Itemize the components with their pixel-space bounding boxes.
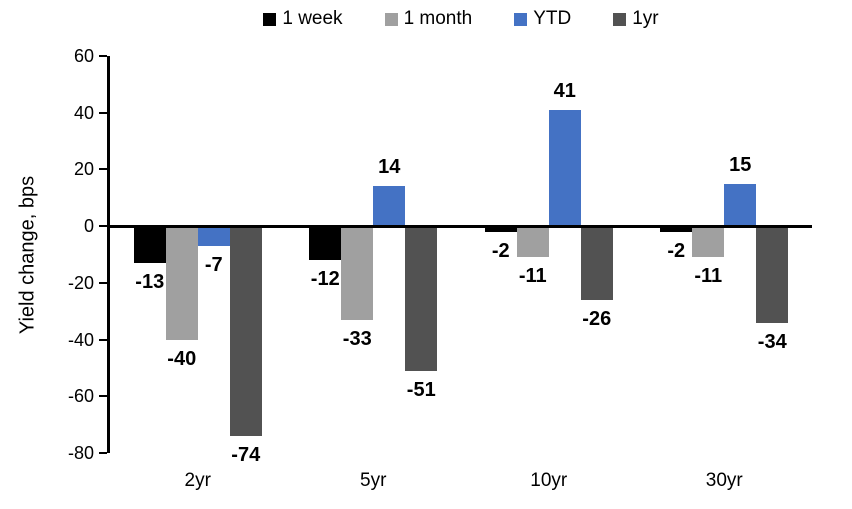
- bar-value-label: 41: [553, 79, 576, 102]
- x-axis-label-10yr: 10yr: [530, 470, 568, 491]
- y-axis-tick-label: -80: [67, 443, 94, 463]
- bar-30yr-1-week: [660, 226, 693, 232]
- y-axis-tick: [99, 111, 107, 114]
- legend-label: 1 month: [403, 8, 473, 29]
- zero-baseline: [110, 224, 812, 228]
- y-axis-tick-label: -20: [67, 272, 94, 293]
- bar-30yr-1yr: [756, 226, 789, 323]
- bar-value-label: -40: [167, 347, 197, 370]
- bar-30yr-1-month: [692, 226, 725, 258]
- y-axis-title: Yield change, bps: [16, 175, 39, 335]
- legend-label: 1 week: [282, 8, 343, 29]
- bar-30yr-ytd: [724, 183, 757, 227]
- bar-value-label: -34: [757, 330, 787, 353]
- y-axis-tick: [99, 281, 107, 284]
- y-axis-tick-label: 40: [73, 102, 94, 123]
- bar-value-label: -26: [582, 307, 612, 330]
- bar-value-label: -51: [406, 378, 436, 401]
- y-axis-tick: [99, 225, 107, 228]
- bar-value-label: -11: [518, 265, 547, 288]
- bar-value-label: -11: [694, 265, 723, 288]
- legend-label: 1yr: [632, 8, 659, 29]
- bar-5yr-1-month: [341, 226, 374, 320]
- bar-5yr-1-week: [309, 226, 342, 261]
- bar-value-label: -33: [342, 327, 372, 350]
- bar-value-label: 14: [378, 156, 401, 179]
- legend-item-1yr: 1yr: [613, 8, 659, 30]
- bar-value-label: -2: [667, 239, 686, 262]
- bar-value-label: -7: [204, 253, 223, 276]
- bar-value-label: 15: [729, 153, 752, 176]
- legend-swatch-icon: [613, 12, 627, 26]
- legend-swatch-icon: [263, 12, 277, 26]
- legend-swatch-icon: [384, 12, 398, 26]
- bar-5yr-1yr: [405, 226, 438, 371]
- y-axis-tick-label: 20: [73, 159, 94, 180]
- bar-10yr-1-week: [484, 226, 517, 232]
- bar-value-label: -2: [491, 239, 510, 262]
- legend-item-1-month: 1 month: [384, 8, 473, 30]
- bar-2yr-1-month: [165, 226, 198, 340]
- legend-item-1-week: 1 week: [263, 8, 343, 30]
- y-axis-tick-label: 0: [83, 216, 94, 237]
- y-axis-tick-label: -40: [67, 329, 94, 350]
- x-axis-label-5yr: 5yr: [360, 470, 387, 491]
- legend-label: YTD: [533, 8, 572, 29]
- x-axis-label-30yr: 30yr: [705, 470, 743, 491]
- x-axis-label-2yr: 2yr: [184, 470, 211, 491]
- y-axis-tick: [99, 395, 107, 398]
- y-axis-tick: [99, 338, 107, 341]
- y-axis-tick: [99, 168, 107, 171]
- bar-value-label: -13: [135, 271, 165, 293]
- legend-item-ytd: YTD: [514, 8, 571, 30]
- y-axis-tick: [99, 452, 107, 454]
- y-axis-tick-label: 60: [73, 46, 94, 66]
- legend-swatch-icon: [514, 12, 528, 26]
- bar-10yr-1yr: [580, 226, 613, 300]
- chart-legend: 1 week 1 month YTD 1yr: [110, 8, 812, 30]
- bar-value-label: -74: [231, 443, 261, 466]
- y-axis-tick: [99, 55, 107, 57]
- y-axis-tick-label: -60: [67, 386, 94, 407]
- bar-value-label: -12: [310, 268, 340, 291]
- bar-2yr-1yr: [229, 226, 262, 436]
- bar-2yr-ytd: [197, 226, 230, 246]
- y-axis-line: [107, 56, 110, 453]
- bar-10yr-ytd: [548, 109, 581, 227]
- bar-2yr-1-week: [133, 226, 166, 263]
- bar-10yr-1-month: [516, 226, 549, 258]
- bar-5yr-ytd: [373, 186, 406, 227]
